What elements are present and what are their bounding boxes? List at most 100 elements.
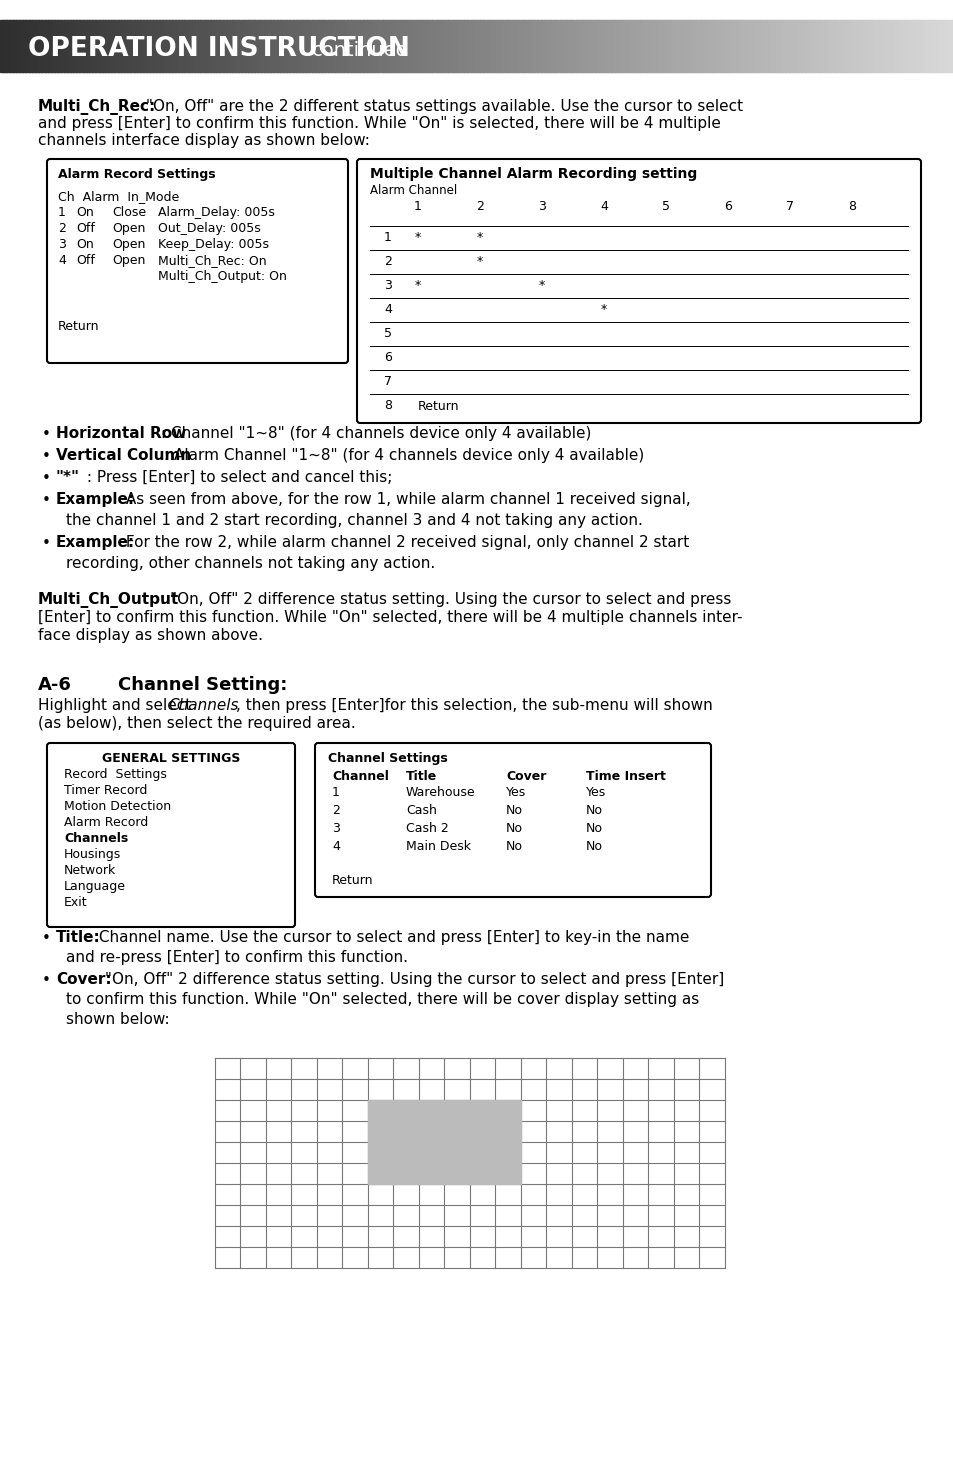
Text: Cover:: Cover: [56, 972, 112, 987]
Text: 3: 3 [537, 201, 545, 212]
Text: Channel Settings: Channel Settings [328, 752, 447, 766]
Bar [565, 21, 570, 72]
Bar [912, 21, 916, 72]
Text: •: • [42, 471, 51, 485]
Bar [57, 21, 61, 72]
Bar [937, 21, 942, 72]
Bar [279, 21, 284, 72]
Bar [245, 21, 249, 72]
Bar [817, 21, 821, 72]
Bar [210, 21, 213, 72]
Text: A-6: A-6 [38, 676, 71, 695]
Bar [105, 21, 109, 72]
Bar [394, 21, 398, 72]
Bar [820, 21, 823, 72]
Text: 1: 1 [58, 207, 66, 218]
Bar [159, 21, 163, 72]
Bar [369, 21, 373, 72]
Bar [403, 21, 408, 72]
Bar [841, 21, 846, 72]
Bar [740, 21, 744, 72]
Text: , then press [Enter]for this selection, the sub-menu will shown: , then press [Enter]for this selection, … [235, 698, 712, 712]
Bar [375, 21, 379, 72]
Bar [810, 21, 814, 72]
Bar [559, 21, 563, 72]
Bar [372, 21, 375, 72]
Bar [79, 21, 84, 72]
Text: face display as shown above.: face display as shown above. [38, 628, 263, 643]
Bar [784, 21, 789, 72]
Bar [131, 21, 134, 72]
FancyBboxPatch shape [356, 159, 920, 423]
Text: Close: Close [112, 207, 146, 218]
Bar [893, 21, 897, 72]
Bar [667, 21, 671, 72]
Text: Alarm_Delay: 005s: Alarm_Delay: 005s [158, 207, 274, 218]
Text: the channel 1 and 2 start recording, channel 3 and 4 not taking any action.: the channel 1 and 2 start recording, cha… [66, 513, 642, 528]
Bar [798, 21, 801, 72]
Bar [588, 21, 592, 72]
Bar [737, 21, 741, 72]
Text: Highlight and select: Highlight and select [38, 698, 196, 712]
Text: Off: Off [76, 223, 94, 235]
Bar [505, 21, 509, 72]
Text: 3: 3 [332, 822, 339, 835]
Bar [305, 21, 309, 72]
Bar [712, 21, 716, 72]
Bar [98, 21, 103, 72]
Bar [645, 21, 649, 72]
Bar [169, 21, 172, 72]
Text: channels interface display as shown below:: channels interface display as shown belo… [38, 133, 370, 148]
Bar [10, 21, 13, 72]
Bar [848, 21, 852, 72]
Bar [146, 21, 151, 72]
Text: "On, Off" 2 difference status setting. Using the cursor to select and press [Ent: "On, Off" 2 difference status setting. U… [100, 972, 723, 987]
Bar [594, 21, 598, 72]
Bar [174, 21, 179, 72]
Bar [241, 21, 246, 72]
Bar [858, 21, 862, 72]
Text: *: * [476, 255, 482, 268]
Bar [829, 21, 833, 72]
Bar [92, 21, 96, 72]
Bar [746, 21, 751, 72]
Text: *: * [600, 302, 606, 316]
Bar [864, 21, 868, 72]
Text: No: No [585, 822, 602, 835]
Bar [426, 21, 430, 72]
Text: Example:: Example: [56, 493, 135, 507]
Bar [855, 21, 859, 72]
Text: Out_Delay: 005s: Out_Delay: 005s [158, 223, 260, 235]
Bar [886, 21, 890, 72]
Text: 7: 7 [384, 375, 392, 388]
Bar [540, 21, 544, 72]
Bar [772, 21, 776, 72]
Bar [48, 21, 51, 72]
Bar [51, 21, 55, 72]
Text: Alarm Channel: Alarm Channel [370, 184, 456, 198]
Bar [108, 21, 112, 72]
Bar [327, 21, 332, 72]
Text: Open: Open [112, 254, 145, 267]
Bar [508, 21, 513, 72]
Bar [410, 21, 414, 72]
Bar [324, 21, 328, 72]
Bar [803, 21, 808, 72]
Bar [188, 21, 192, 72]
Bar [203, 21, 208, 72]
Text: On: On [76, 237, 93, 251]
Bar [584, 21, 589, 72]
Bar [150, 21, 153, 72]
Text: Channel name. Use the cursor to select and press [Enter] to key-in the name: Channel name. Use the cursor to select a… [94, 931, 689, 945]
Text: Multiple Channel Alarm Recording setting: Multiple Channel Alarm Recording setting [370, 167, 697, 181]
Text: Horizontal Row: Horizontal Row [56, 426, 186, 441]
Bar [29, 21, 32, 72]
Bar [924, 21, 928, 72]
Bar [26, 21, 30, 72]
Bar [619, 21, 623, 72]
Bar [927, 21, 932, 72]
Bar [521, 21, 525, 72]
Bar [689, 21, 694, 72]
Bar [346, 21, 351, 72]
FancyBboxPatch shape [47, 743, 294, 926]
